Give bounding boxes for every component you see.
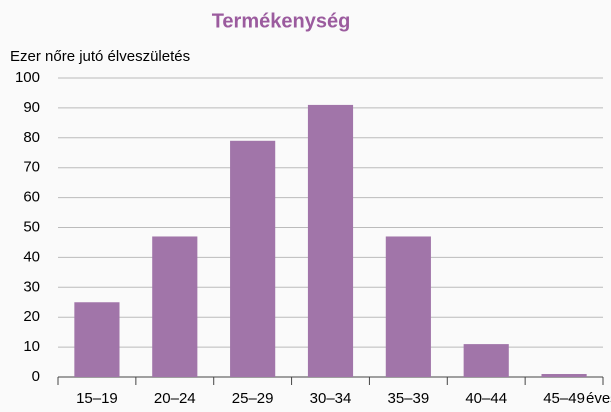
y-tick-label: 70 [23, 159, 40, 176]
y-axis-label: Ezer nőre jutó élveszületés [10, 48, 190, 65]
bar [152, 236, 198, 377]
y-tick-label: 40 [23, 248, 40, 265]
bar [74, 302, 120, 377]
x-tick-label: 15–19 [76, 390, 118, 407]
chart-title: Termékenység [212, 10, 351, 32]
bar [230, 140, 276, 377]
y-tick-label: 0 [32, 368, 40, 385]
x-tick-label: 30–34 [310, 390, 352, 407]
y-tick-label: 100 [15, 69, 40, 86]
y-tick-label: 50 [23, 218, 40, 235]
bar [463, 344, 509, 377]
y-tick-label: 80 [23, 129, 40, 146]
x-tick-label: 40–44 [465, 390, 507, 407]
y-tick-label: 20 [23, 308, 40, 325]
x-tick-label: 20–24 [154, 390, 196, 407]
x-tick-label: 45–49 [543, 390, 585, 407]
y-tick-label: 30 [23, 278, 40, 295]
x-axis-label: éves [586, 390, 611, 407]
y-tick-label: 60 [23, 189, 40, 206]
x-tick-label: 25–29 [232, 390, 274, 407]
bar [541, 374, 587, 377]
x-tick-label: 35–39 [387, 390, 429, 407]
bar [307, 104, 354, 377]
y-tick-label: 10 [23, 338, 40, 355]
y-tick-label: 90 [23, 99, 40, 116]
bar [385, 236, 431, 377]
